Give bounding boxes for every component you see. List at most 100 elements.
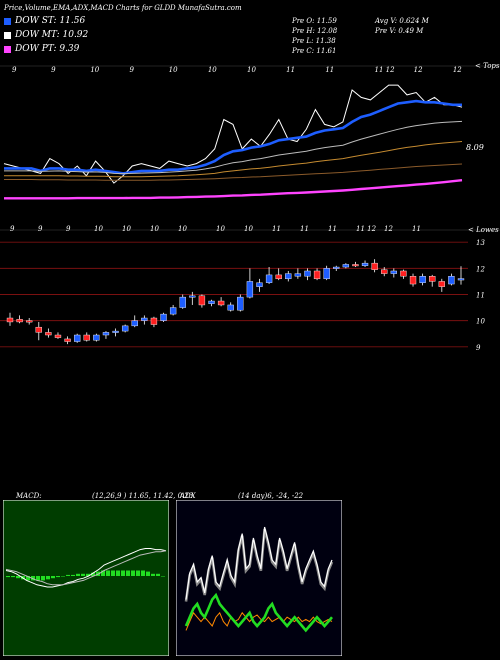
price-chart: 13 12 11 10 9 9 9 9 10 10 10 10 10 10 11 11 11 11 12 12 11: [0, 225, 500, 352]
dow-st-label: DOW ST: 11.56: [15, 16, 86, 26]
top-x-tick-label: 10: [90, 66, 99, 74]
price-y-tick-label: 12: [476, 265, 485, 273]
price-x-tick-label: 10: [122, 225, 131, 233]
macd-histogram-bar: [156, 573, 160, 576]
candle-body: [323, 268, 330, 280]
adx-panel: [176, 500, 342, 656]
ema-value-label: 8.09: [466, 143, 484, 152]
dow-st-swatch: [4, 17, 11, 25]
macd-histogram-bar: [61, 576, 65, 577]
pre-high: Pre H: 12.08: [292, 27, 338, 35]
candle-body: [371, 262, 378, 270]
top-x-tick-label: 11: [325, 66, 334, 74]
adx-series-line-2: [184, 592, 333, 633]
price-x-tick-label: 11: [300, 225, 309, 233]
macd-label: MACD:: [16, 492, 42, 500]
price-x-tick-label: 12: [384, 225, 393, 233]
candle-body: [313, 270, 321, 280]
macd-histogram-bar: [116, 570, 120, 576]
macd-histogram-bar: [6, 576, 10, 578]
macd-histogram-bar: [81, 573, 85, 576]
candle-body: [304, 270, 311, 277]
candle-body: [35, 326, 42, 333]
candle-body: [45, 332, 52, 336]
price-x-tick-label: 10: [178, 225, 187, 233]
macd-histogram-bar: [26, 576, 30, 581]
adx-params: (14 day)6, -24, -22: [238, 492, 304, 500]
dow-pt-label: DOW PT: 9.39: [15, 44, 80, 54]
dow-mt-swatch: [4, 31, 11, 39]
macd-histogram-bar: [126, 570, 130, 576]
candle-body: [102, 332, 110, 336]
macd-histogram-bar: [11, 576, 15, 578]
candle-body: [438, 281, 445, 287]
macd-histogram-bar: [41, 576, 45, 581]
dow-st-legend: DOW ST: 11.56: [4, 15, 85, 27]
candle-body: [381, 269, 388, 274]
adx-series-line-0: [185, 526, 333, 600]
dow-pt-legend: DOW PT: 9.39: [4, 43, 79, 55]
top-x-tick-label: 10: [208, 66, 217, 74]
price-y-tick-label: 10: [476, 318, 485, 326]
top-x-tick-label: 12: [453, 66, 462, 74]
price-x-tick-label: 11 12: [356, 225, 377, 233]
top-x-tick-label: 9: [51, 66, 56, 74]
candle-body: [285, 273, 292, 280]
top-x-tick-label: 11: [286, 66, 295, 74]
macd-histogram-bar: [51, 576, 55, 579]
candle-body: [256, 282, 263, 287]
candle-body: [169, 307, 177, 315]
candle-body: [390, 270, 398, 274]
macd-histogram-bar: [56, 576, 60, 578]
candle-body: [141, 317, 148, 321]
macd-series-line-1: [5, 550, 167, 586]
dow-mt-legend: DOW MT: 10.92: [4, 29, 88, 41]
macd-histogram-bar: [161, 576, 165, 577]
price-x-tick-label: 11: [328, 225, 337, 233]
adx-label: ADX: [180, 492, 196, 500]
lowes-corner-label: < Lowes: [468, 226, 499, 234]
macd-histogram-bar: [71, 574, 75, 576]
price-x-tick-label: 11: [272, 225, 281, 233]
macd-histogram-bar: [46, 576, 50, 580]
ema-series-line-1: [4, 99, 462, 175]
top-x-tick-label: 12: [414, 66, 423, 74]
candle-body: [131, 320, 138, 327]
candle-body: [198, 295, 206, 306]
candle-body: [16, 319, 23, 323]
candle-body: [93, 334, 100, 341]
candle-body: [121, 325, 129, 332]
pre-open: Pre O: 11.59: [292, 17, 337, 25]
price-y-tick-label: 11: [476, 292, 485, 300]
candle-body: [361, 262, 369, 266]
candle-body: [294, 273, 302, 277]
price-x-tick-label: 9: [38, 225, 43, 233]
candle-body: [73, 334, 81, 342]
candle-body: [112, 330, 119, 333]
pre-volume: Pre V: 0.49 M: [375, 27, 424, 35]
candle-body: [54, 334, 62, 338]
macd-histogram-bar: [36, 576, 40, 581]
ema-series-line-4: [4, 163, 463, 181]
price-x-tick-label: 10: [216, 225, 225, 233]
candle-body: [227, 304, 234, 311]
adx-series-line-1: [185, 611, 333, 631]
candle-body: [64, 338, 71, 342]
ema-chart: 9 9 10 9 10 10 10 11 11 11 12 12 12: [0, 65, 500, 200]
candle-body: [400, 270, 407, 277]
top-x-tick-label: 11 12: [375, 66, 396, 74]
ema-series-line-3: [4, 141, 463, 178]
candle-body: [352, 264, 359, 267]
ema-series-line-5: [4, 179, 463, 200]
price-x-tick-label: 10: [94, 225, 103, 233]
macd-histogram-bar: [91, 572, 95, 576]
macd-histogram-bar: [76, 573, 80, 576]
top-x-tick-label: 9: [130, 66, 135, 74]
top-x-tick-label: 10: [169, 66, 178, 74]
candle-body: [160, 313, 167, 321]
price-y-tick-label: 13: [476, 239, 485, 247]
macd-histogram-bar: [136, 570, 140, 576]
macd-histogram-bar: [131, 570, 135, 576]
macd-panel: [3, 500, 169, 656]
candle-body: [342, 264, 350, 268]
